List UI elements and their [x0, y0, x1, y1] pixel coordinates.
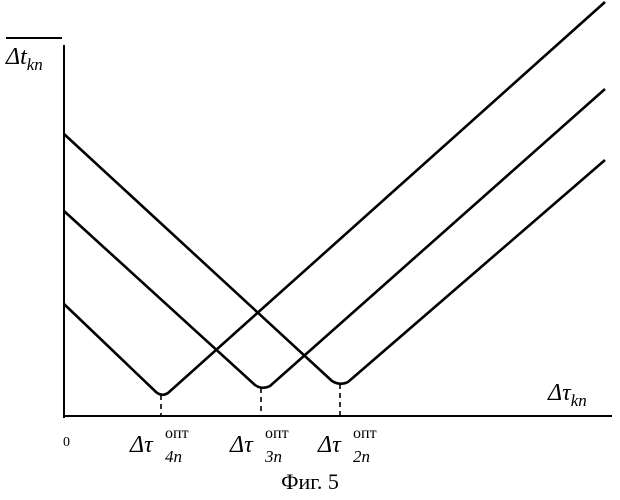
figure-caption: Фиг. 5 — [281, 469, 339, 494]
y-axis-symbol: Δt — [5, 44, 28, 70]
y-axis-subscript: kn — [27, 55, 43, 74]
curve-upper — [64, 134, 605, 384]
marker-2n-symbol: Δτ — [317, 432, 342, 458]
marker-4n-subscript: 4n — [165, 447, 182, 466]
marker-2n-superscript: опт — [353, 425, 377, 442]
curve-lower — [64, 2, 605, 395]
x-axis-symbol: Δτ — [547, 380, 572, 406]
marker-3n-symbol: Δτ — [229, 432, 254, 458]
marker-label-2n: Δτ — [317, 432, 342, 458]
marker-2n-subscript: 2n — [353, 447, 370, 466]
marker-3n-superscript: опт — [265, 425, 289, 442]
x-axis-subscript: kn — [571, 391, 587, 410]
marker-label-3n: Δτ — [229, 432, 254, 458]
curve-middle — [64, 89, 605, 388]
x-axis-label: Δτkn — [547, 380, 587, 410]
marker-4n-superscript: опт — [165, 425, 189, 442]
y-axis-label: Δtkn — [5, 44, 43, 74]
marker-3n-subscript: 3n — [264, 447, 282, 466]
origin-label: 0 — [63, 435, 70, 450]
marker-4n-symbol: Δτ — [129, 432, 154, 458]
marker-label-4n: Δτ — [129, 432, 154, 458]
